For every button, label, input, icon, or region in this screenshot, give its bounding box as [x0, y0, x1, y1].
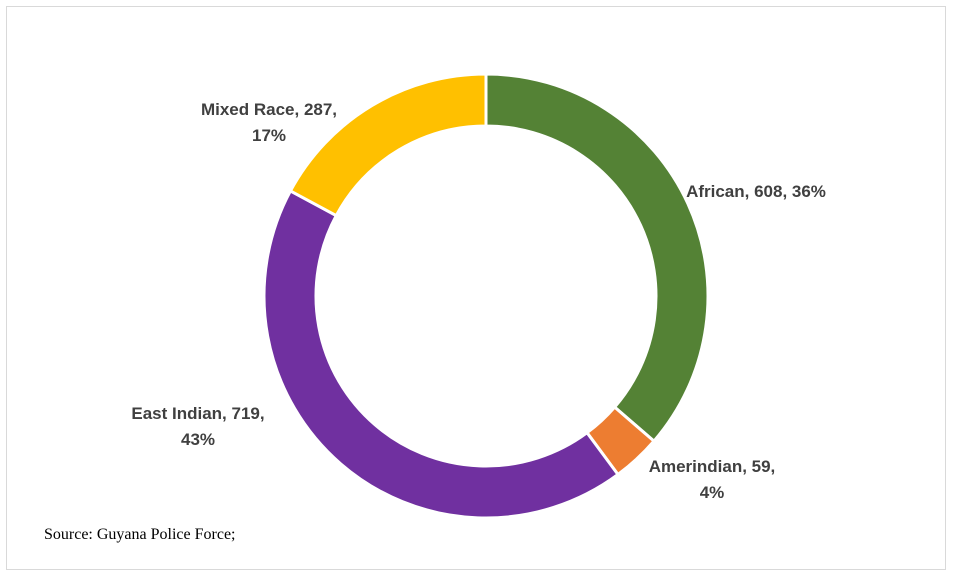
data-label-amerindian: Amerindian, 59, 4%	[649, 457, 776, 502]
chart-area: African, 608, 36% Amerindian, 59, 4% East I…	[6, 6, 946, 570]
donut-labels: African, 608, 36% Amerindian, 59, 4% East I…	[131, 100, 826, 502]
donut-slices	[262, 72, 710, 520]
source-note: Source: Guyana Police Force;	[44, 526, 236, 543]
donut-chart: African, 608, 36% Amerindian, 59, 4% East I…	[131, 72, 826, 520]
data-label-african: African, 608, 36%	[686, 182, 826, 201]
slice-east-indian	[262, 188, 621, 520]
data-label-mixed-race: Mixed Race, 287, 17%	[201, 100, 337, 145]
data-label-east-indian: East Indian, 719, 43%	[131, 404, 264, 449]
slice-african	[484, 72, 710, 444]
slice-mixed-race	[288, 72, 488, 218]
